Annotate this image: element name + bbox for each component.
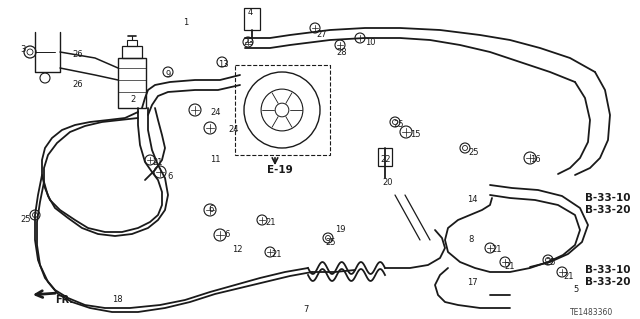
Text: 5: 5 bbox=[573, 285, 579, 294]
Text: 21: 21 bbox=[152, 158, 163, 167]
Text: 24: 24 bbox=[228, 125, 239, 134]
Text: 14: 14 bbox=[467, 195, 477, 204]
Bar bbox=[378, 148, 392, 166]
Text: 10: 10 bbox=[365, 38, 376, 47]
Text: 21: 21 bbox=[504, 262, 515, 271]
Text: 15: 15 bbox=[410, 130, 420, 139]
Bar bbox=[118, 58, 146, 108]
Text: 16: 16 bbox=[530, 155, 541, 164]
Bar bbox=[244, 8, 260, 30]
Text: 25: 25 bbox=[468, 148, 479, 157]
Text: 8: 8 bbox=[468, 235, 474, 244]
Text: 25: 25 bbox=[20, 215, 31, 224]
Text: 11: 11 bbox=[210, 155, 221, 164]
Text: 6: 6 bbox=[224, 230, 229, 239]
Bar bbox=[122, 46, 142, 58]
Text: 25: 25 bbox=[393, 120, 403, 129]
Text: 3: 3 bbox=[20, 45, 26, 54]
Text: 20: 20 bbox=[382, 178, 392, 187]
Text: 25: 25 bbox=[545, 258, 556, 267]
Text: E-19: E-19 bbox=[267, 165, 292, 175]
Text: 19: 19 bbox=[335, 225, 346, 234]
Text: 17: 17 bbox=[467, 278, 477, 287]
Text: 2: 2 bbox=[130, 95, 135, 104]
Text: 6: 6 bbox=[167, 172, 172, 181]
Text: 21: 21 bbox=[271, 250, 282, 259]
Text: 1: 1 bbox=[183, 18, 188, 27]
Text: B-33-10: B-33-10 bbox=[585, 265, 630, 275]
Text: 21: 21 bbox=[563, 272, 573, 281]
Text: 13: 13 bbox=[218, 60, 228, 69]
Text: 9: 9 bbox=[165, 70, 170, 79]
Text: FR.: FR. bbox=[55, 295, 73, 305]
Text: 24: 24 bbox=[210, 108, 221, 117]
Text: 28: 28 bbox=[336, 48, 347, 57]
Text: 27: 27 bbox=[316, 30, 326, 39]
Text: 25: 25 bbox=[325, 238, 335, 247]
Text: 22: 22 bbox=[380, 155, 390, 164]
Text: B-33-10: B-33-10 bbox=[585, 193, 630, 203]
Text: 7: 7 bbox=[303, 305, 308, 314]
Text: 6: 6 bbox=[208, 205, 213, 214]
Text: 26: 26 bbox=[72, 50, 83, 59]
Text: 12: 12 bbox=[232, 245, 243, 254]
Text: 21: 21 bbox=[491, 245, 502, 254]
Text: 23: 23 bbox=[243, 38, 253, 47]
Text: 26: 26 bbox=[72, 80, 83, 89]
Text: B-33-20: B-33-20 bbox=[585, 205, 630, 215]
Text: TE1483360: TE1483360 bbox=[570, 308, 613, 317]
Text: 18: 18 bbox=[112, 295, 123, 304]
Text: 4: 4 bbox=[248, 8, 253, 17]
Bar bbox=[127, 40, 137, 46]
Text: B-33-20: B-33-20 bbox=[585, 277, 630, 287]
Text: 21: 21 bbox=[265, 218, 275, 227]
Bar bbox=[235, 65, 330, 155]
